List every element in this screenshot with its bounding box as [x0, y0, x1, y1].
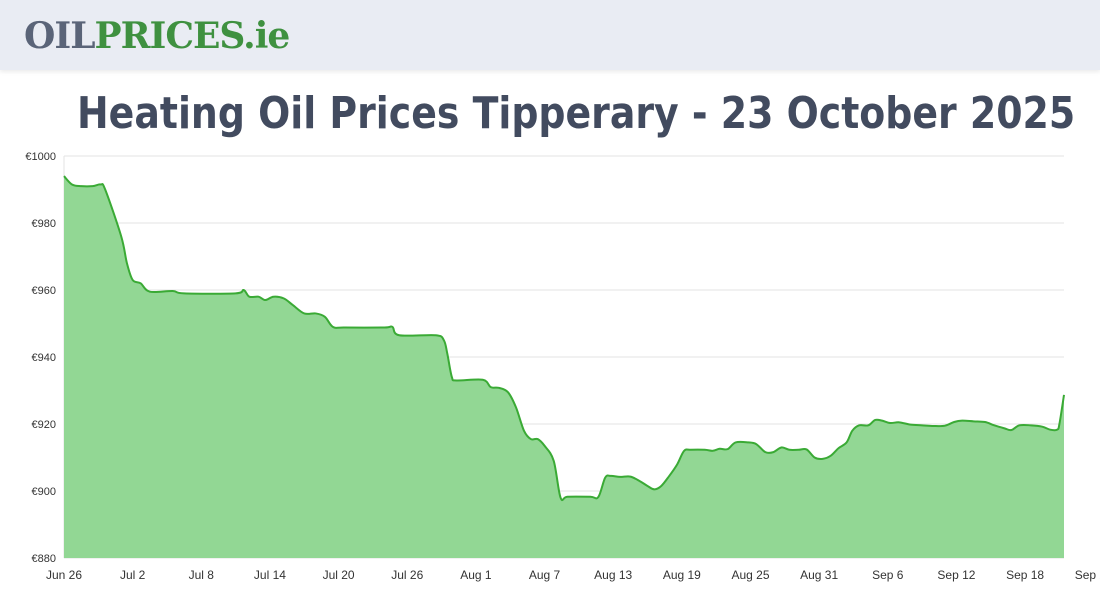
x-tick-label: Sep 12 [937, 568, 975, 582]
y-tick-label: €900 [32, 486, 56, 498]
price-line [63, 175, 1065, 502]
logo-ie-text: .ie [243, 15, 290, 57]
x-tick-label: Aug 19 [663, 568, 701, 582]
x-tick-label: Sep 6 [872, 568, 904, 582]
site-header: OILPRICES.ie [0, 0, 1100, 70]
logo-oil-text: OIL [24, 15, 96, 57]
page-title: Heating Oil Prices Tipperary - 23 Octobe… [77, 88, 1076, 139]
x-tick-label: Aug 7 [529, 568, 561, 582]
x-tick-label: Jul 8 [189, 568, 215, 582]
x-tick-label: Aug 25 [731, 568, 769, 582]
y-tick-label: €880 [32, 553, 56, 565]
x-tick-label: Jul 20 [323, 568, 355, 582]
x-tick-label: Aug 31 [800, 568, 838, 582]
x-tick-label: Jul 2 [120, 568, 146, 582]
y-tick-label: €960 [32, 285, 56, 297]
price-area-fill [64, 176, 1064, 558]
y-tick-label: €980 [32, 218, 56, 230]
chart-axes: €1000 €980 €960 €940 €920 €900 €880 Jun 26 Jul 2… [25, 151, 1100, 582]
x-tick-label: Jul 26 [391, 568, 423, 582]
y-tick-label: €940 [32, 352, 56, 364]
y-tick-label: €1000 [25, 151, 56, 163]
site-logo[interactable]: OILPRICES.ie [24, 14, 290, 58]
x-tick-label: Sep 18 [1006, 568, 1044, 582]
logo-prices-text: PRICES [94, 15, 245, 57]
x-tick-label: Aug 13 [594, 568, 632, 582]
x-tick-label: Aug 1 [460, 568, 492, 582]
x-tick-label: Sep 24 [1075, 568, 1100, 582]
y-tick-label: €920 [32, 419, 56, 431]
x-tick-label: Jul 14 [254, 568, 286, 582]
x-tick-label: Jun 26 [46, 568, 82, 582]
